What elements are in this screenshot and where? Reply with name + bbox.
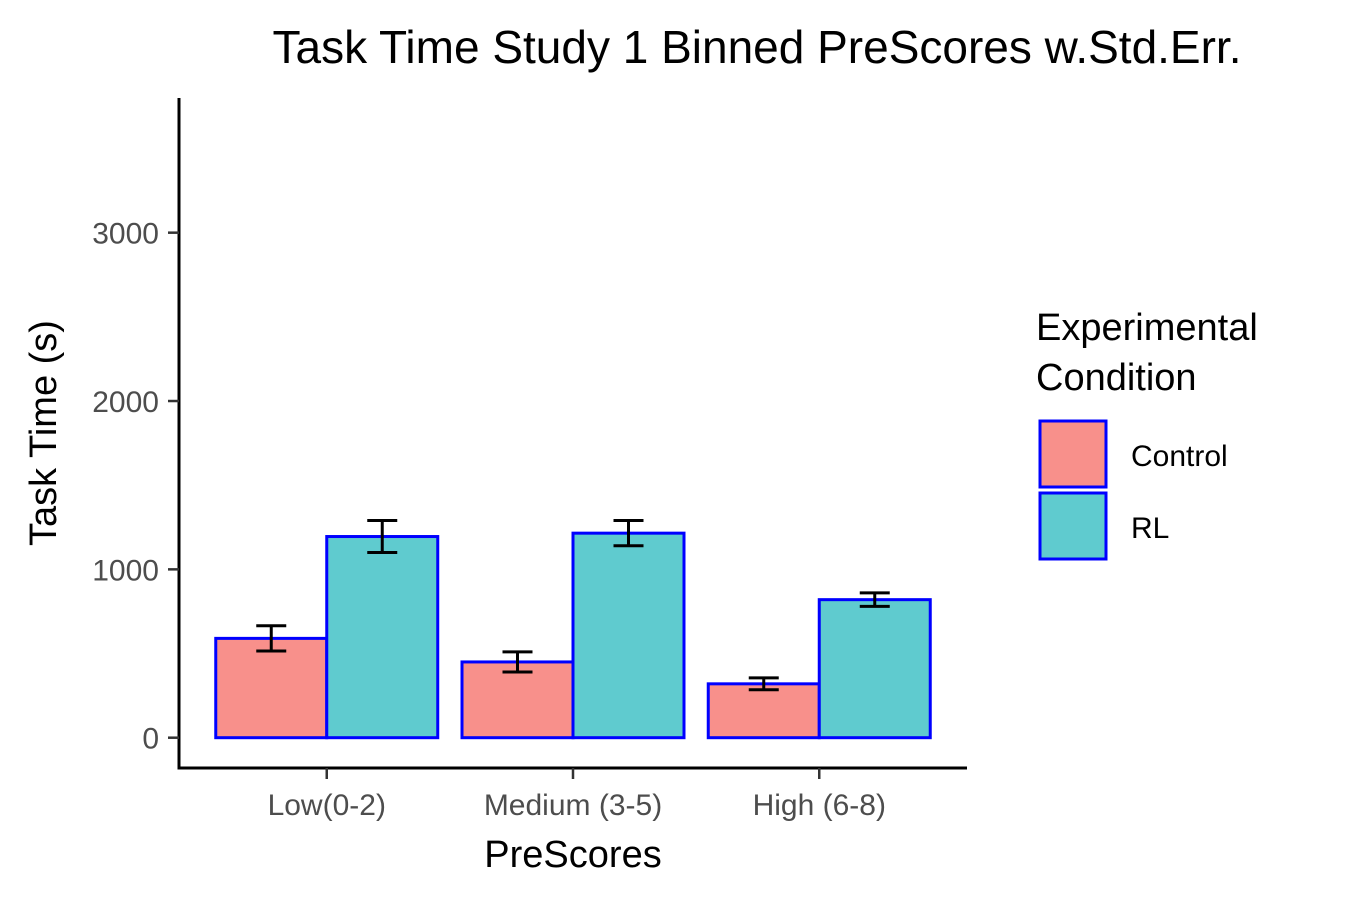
bar-control-2: [706, 682, 821, 740]
legend-key-control: [1038, 419, 1108, 489]
y-tick-label: 3000: [92, 218, 159, 251]
legend-label-control: Control: [1131, 440, 1228, 473]
y-tick-label: 0: [142, 723, 159, 756]
x-tick-label: Medium (3-5): [484, 789, 662, 822]
errorbar-group: [256, 519, 890, 692]
chart-title: Task Time Study 1 Binned PreScores w.Std…: [273, 21, 1242, 73]
x-tick-label: High (6-8): [753, 789, 886, 822]
y-axis-title: Task Time (s): [23, 320, 65, 546]
bar-rl-0: [325, 535, 440, 740]
legend-title-line: Experimental: [1036, 307, 1258, 349]
legend-key-rl: [1038, 491, 1108, 561]
y-axis-ticks: 0 1000 2000 3000: [92, 218, 179, 756]
bar-rl-2: [817, 598, 932, 740]
x-axis-title: PreScores: [484, 834, 661, 876]
y-tick-label: 1000: [92, 554, 159, 587]
x-tick-label: Low(0-2): [268, 789, 386, 822]
bar-rl-1: [571, 531, 686, 740]
legend: Experimental Condition Control RL: [1036, 307, 1258, 561]
x-axis-ticks: Low(0-2) Medium (3-5) High (6-8): [268, 768, 886, 822]
bar-control-0: [214, 636, 329, 740]
bar-group: [214, 531, 932, 740]
legend-title-line: Condition: [1036, 357, 1197, 399]
legend-label-rl: RL: [1131, 512, 1169, 545]
y-tick-label: 2000: [92, 386, 159, 419]
